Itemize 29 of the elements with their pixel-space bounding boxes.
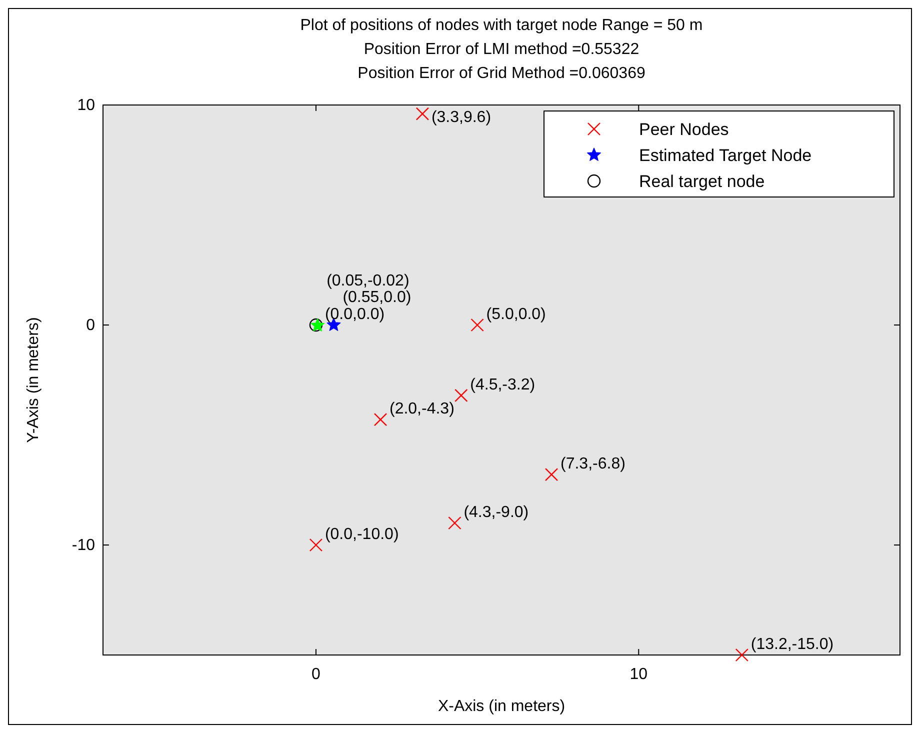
annotation: (0.0,-10.0) <box>324 526 399 543</box>
annotation: (0.55,0.0) <box>342 289 412 306</box>
annotation: (2.0,-4.3) <box>390 400 454 418</box>
annotation: (4.5,-3.2) <box>470 376 536 394</box>
point <box>544 468 558 482</box>
annotation: (0.05,-0.02) <box>326 272 410 290</box>
chart-subtitle: Position Error of LMI method =0.55322 Position Error of Grid Method =0.060369 <box>358 41 646 82</box>
y-axis-title: Y-Axis (in meters) <box>25 317 42 443</box>
point <box>470 318 484 332</box>
point <box>448 516 462 530</box>
annotation: (5.0,0.0) <box>486 306 546 323</box>
annotation: (3.3,9.6) <box>431 109 492 126</box>
annotation: (13.2,-15.0) <box>750 636 834 653</box>
point <box>416 107 430 120</box>
legend-label: Estimated Target Node <box>639 146 812 165</box>
point <box>454 388 468 402</box>
y-tick-label: -10 <box>72 537 96 554</box>
point <box>735 648 748 662</box>
point <box>309 538 323 552</box>
y-tick-label: 10 <box>77 97 96 114</box>
annotation: (4.3,-9.0) <box>464 504 529 521</box>
y-tick-label: 0 <box>86 317 96 334</box>
annotation: (7.3,-6.8) <box>560 456 626 473</box>
point <box>374 413 388 426</box>
annotation: (0.0,0.0) <box>324 306 385 323</box>
legend-label: Peer Nodes <box>639 120 729 139</box>
chart-title: Plot of positions of nodes with target node Range = 50 m <box>300 17 703 34</box>
legend-label: Real target node <box>639 172 765 191</box>
x-axis-title: X-Axis (in meters) <box>438 698 566 715</box>
